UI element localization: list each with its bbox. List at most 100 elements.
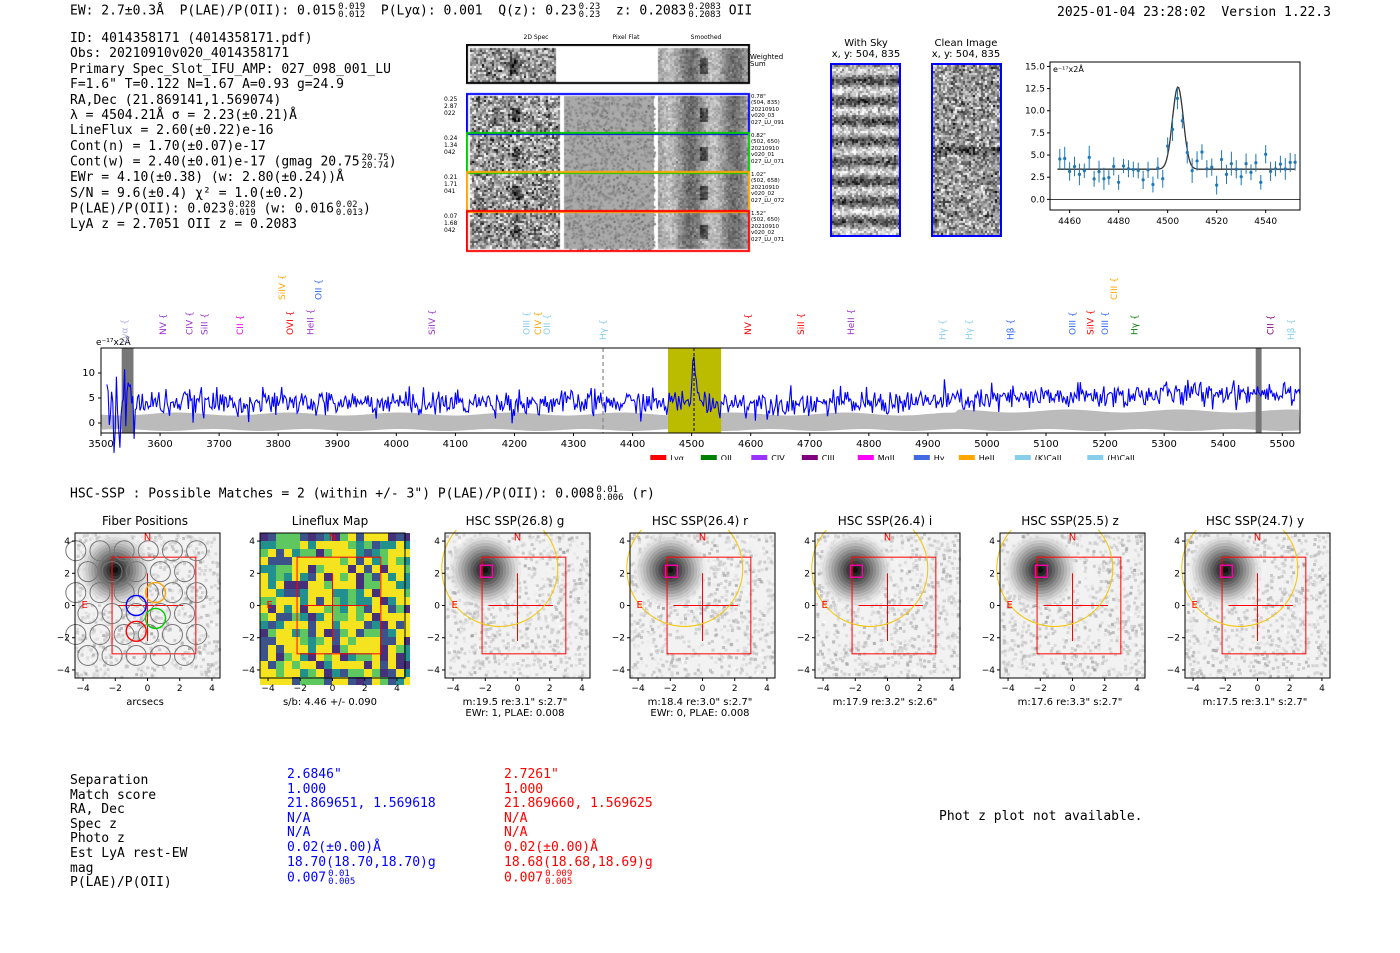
fit-data-point (1288, 152, 1292, 172)
svg-text:CIII: CIII (822, 454, 835, 460)
spec-xtick-label: 4400 (620, 439, 645, 450)
fit-data-point (1170, 117, 1175, 141)
info-contw-close: ) (388, 154, 397, 170)
cutout-ytick: 4 (619, 537, 625, 547)
info-id: ID: 4014358171 (4014358171.pdf) (70, 31, 313, 46)
header-plya: P(Lyα): 0.001 (380, 3, 483, 19)
cutout-title: HSC SSP(26.4) i (837, 514, 933, 528)
cutout-footer: m:18.4 re:3.0" s:2.7" EWr: 0, PLAE: 0.008 (620, 697, 780, 719)
cutout-ytick: 4 (64, 537, 70, 547)
fit-data-point (1283, 158, 1287, 180)
cutout-ytick: 0 (434, 602, 440, 612)
cutout-xtick: 2 (732, 684, 738, 694)
spectral-line-label: OIII { (1101, 311, 1111, 335)
fit-data-point (1239, 168, 1243, 186)
fit-ytick-label: 7.5 (1031, 129, 1045, 139)
fit-data-point (1273, 161, 1278, 177)
spec2d-right-value: v020_01 (751, 152, 775, 159)
match-value: 21.869660, 1.569625 (504, 796, 653, 812)
cutout-ytick: −2 (797, 634, 810, 644)
spectral-line-label: CII { (1266, 315, 1276, 335)
svg-text:OIII {: OIII { (1101, 311, 1111, 335)
header-qz-hi: 0.23 (578, 2, 601, 12)
svg-text:Hβ {: Hβ { (1287, 319, 1297, 340)
header-ew: EW: 2.7±0.3Å (70, 3, 164, 19)
fit-data-point (1151, 176, 1155, 193)
cutout-image: N E 4 2 0 −2 −4 −4 −2 0 2 4 (427, 530, 591, 694)
spec2d-header-flat: Pixel Flat (612, 34, 640, 41)
cutout-footer-line1: arcsecs (126, 697, 164, 708)
fit-ytick-label: 2.5 (1031, 173, 1045, 183)
spectrum-line (106, 356, 1301, 453)
spec-xtick-label: 4700 (797, 439, 822, 450)
fit-data-point (1107, 170, 1111, 185)
spectral-line-label: CIV { (534, 311, 544, 335)
cutout-xtick: 0 (330, 684, 336, 694)
match-labels: Separation Match score RA, Dec Spec z Photo … (70, 773, 187, 891)
fit-ytick-label: 10.0 (1025, 107, 1045, 117)
legend-item: MgII (857, 454, 894, 460)
cutout-xtick: 2 (1287, 684, 1293, 694)
svg-text:Lyα: Lyα (670, 454, 684, 460)
cutout-image: N E 4 2 0 −2 −4 −4 −2 0 2 4 (612, 530, 776, 694)
info-contw-row: Cont(w) = 2.40(±0.01)e-17 (gmag 20.75 20.… (70, 153, 397, 171)
compass-east: E (266, 600, 272, 611)
hsc-summary-text: HSC-SSP : Possible Matches = 2 (within +… (70, 486, 595, 502)
info-plae-hi: 0.028 (228, 200, 256, 211)
fit-data-point (1077, 163, 1082, 186)
fit-data-point (1244, 153, 1248, 174)
match-plae-frac: 0.01 0.005 (328, 870, 355, 887)
cutout-xtick: 2 (1102, 684, 1108, 694)
info-contw: Cont(w) = 2.40(±0.01)e-17 (gmag 20.75 (70, 154, 360, 170)
fit-ytick-label: 0.0 (1031, 195, 1046, 205)
cutout-ytick: 4 (989, 537, 995, 547)
spectral-line-label: Hγ { (1131, 314, 1141, 335)
spectral-line-label: SiIV { (428, 309, 438, 335)
cutout-xtick: 0 (700, 684, 706, 694)
with-sky-image (830, 63, 901, 237)
fit-data-point (1293, 154, 1297, 171)
fit-data-point (1249, 164, 1253, 181)
spec2d-right-value: 027_LU_071 (751, 158, 785, 165)
info-plae-w-lo: 0.013 (335, 208, 364, 219)
spec2d-left-value: 1.71 (444, 181, 458, 188)
match-value: 0.02(±0.00)Å (504, 839, 598, 855)
spec-ytick-label: 5 (89, 393, 95, 404)
svg-text:CII {: CII { (1266, 315, 1276, 335)
cutout-ytick: −2 (612, 634, 625, 644)
match-value: 0.007 0.009 0.005 (504, 870, 653, 887)
fit-model-curve (1057, 86, 1296, 170)
svg-text:NV {: NV { (159, 314, 169, 335)
fit-data-point (1180, 113, 1184, 129)
fit-data-point (1126, 160, 1131, 178)
cutout-xtick: −4 (1001, 684, 1015, 694)
clean-image (931, 63, 1002, 237)
fit-data-point (1200, 144, 1204, 160)
fit-data-point (1278, 155, 1282, 173)
cutout-xtick: 4 (764, 684, 770, 694)
match-label: mag (70, 860, 94, 876)
compass-north: N (514, 532, 521, 543)
match-value: 18.68(18.68,18.69)g (504, 854, 653, 870)
spectral-line-label: NV { (744, 314, 754, 335)
spec2d-right-label: 0.82" (502, 650) 20210910 v020_01 027_LU_071 (751, 133, 784, 165)
fit-ytick-label: 15.0 (1025, 62, 1045, 72)
cutout-xtick: 0 (515, 684, 521, 694)
svg-text:SiII {: SiII { (797, 313, 807, 335)
fit-data-point (1102, 167, 1106, 190)
cutout-ytick: 2 (804, 569, 810, 579)
cutout-ytick: −4 (1167, 666, 1181, 676)
cutout-xtick: 2 (547, 684, 553, 694)
spec-xtick-label: 3900 (325, 439, 350, 450)
info-plae-lo: 0.019 (228, 208, 256, 219)
full-spectrum-plot: 10 5 0 e⁻¹⁷x2Å 3500 3600 3700 3800 3900 4000 4100 4… (82, 275, 1301, 460)
spec-xtick-label: 3600 (147, 439, 172, 450)
spec2d-left-value: 1.68 (444, 220, 458, 227)
info-contw-hi: 20.75 (361, 153, 389, 164)
svg-text:CII {: CII { (236, 315, 246, 335)
cutout-xtick: 4 (1319, 684, 1325, 694)
spec-xtick-label: 4100 (443, 439, 468, 450)
spec-xtick-label: 4000 (384, 439, 409, 450)
spectral-line-label: OIII { (522, 311, 532, 335)
info-plae-w: (w: 0.016 (263, 201, 334, 217)
